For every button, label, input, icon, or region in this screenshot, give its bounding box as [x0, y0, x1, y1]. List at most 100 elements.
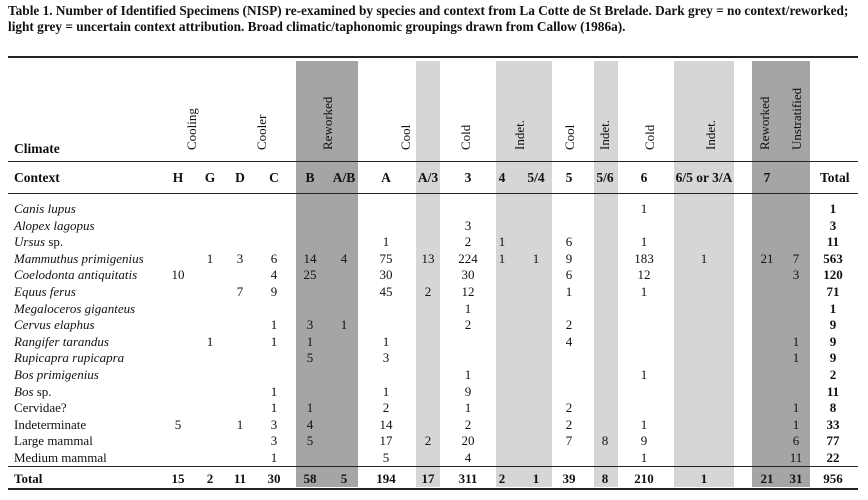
- species-label: Coelodonta antiquitatis: [14, 267, 138, 283]
- table-cell: 9: [270, 284, 278, 299]
- species-label: Indeterminate: [14, 416, 87, 432]
- climate-group-label: Indet.: [512, 120, 527, 150]
- climate-group-label: Indet.: [703, 120, 718, 150]
- table-cell: 1: [640, 201, 648, 216]
- row-total: 120: [823, 267, 843, 283]
- context-rule: [8, 193, 858, 194]
- table-cell: 4: [565, 333, 573, 349]
- table-cell: 1: [640, 416, 648, 432]
- table-cell: 21: [760, 250, 774, 266]
- climate-group-label: Indet.: [597, 120, 612, 150]
- species-label: Megaloceros giganteus: [14, 300, 136, 316]
- table-cell: 12: [461, 284, 475, 299]
- row-total: 22: [826, 450, 840, 465]
- context-header: 4: [498, 170, 506, 185]
- table-cell: 4: [464, 450, 472, 465]
- band-a3: [416, 61, 440, 487]
- column-total: 11: [233, 471, 247, 486]
- table-cell: 3: [382, 350, 390, 366]
- table-cell: 5: [174, 416, 182, 432]
- table-cell: 1: [270, 400, 278, 416]
- table-cell: 1: [640, 450, 648, 465]
- row-total: 11: [826, 383, 840, 399]
- context-header: 6/5 or 3/A: [675, 170, 733, 185]
- table-cell: 2: [424, 433, 432, 449]
- context-header: 5/4: [527, 170, 545, 185]
- table-cell: 2: [464, 317, 472, 333]
- table-cell: 3: [270, 433, 278, 449]
- column-total: 210: [634, 471, 654, 486]
- table-cell: 2: [464, 234, 472, 250]
- species-suffix: sp.: [45, 234, 64, 250]
- table-cell: 6: [792, 433, 800, 449]
- table-cell: 1: [206, 333, 214, 349]
- climate-group-label: Cold: [458, 124, 473, 150]
- column-total: 2: [206, 471, 214, 486]
- species-label: Bos primigenius: [14, 367, 99, 382]
- table-cell: 11: [789, 450, 803, 465]
- context-header: 5/6: [596, 170, 614, 185]
- table-cell: 1: [640, 284, 648, 299]
- table-caption: Table 1. Number of Identified Specimens …: [8, 3, 849, 34]
- context-header: G: [204, 170, 216, 185]
- table-cell: 4: [270, 267, 278, 283]
- row-total: 3: [829, 217, 837, 233]
- bottom-rule: [8, 488, 858, 490]
- species-label: Rangifer tarandus: [14, 333, 109, 349]
- row-total: 9: [829, 333, 837, 349]
- species-label: Equus ferus: [14, 284, 76, 299]
- species-label: Mammuthus primigenius: [14, 250, 144, 266]
- table-cell: 1: [498, 234, 506, 250]
- table-cell: 6: [565, 267, 573, 283]
- table-cell: 3: [306, 317, 314, 333]
- table-cell: 1: [306, 400, 314, 416]
- context-header: C: [269, 170, 279, 185]
- band-reworked-7: [752, 61, 810, 487]
- table-cell: 1: [270, 450, 278, 465]
- table-cell: 7: [236, 284, 244, 299]
- climate-group-label: Cooler: [254, 114, 269, 150]
- species-label: Cervidae?: [14, 400, 67, 416]
- row-total: 9: [829, 350, 837, 366]
- table-cell: 20: [461, 433, 475, 449]
- table-cell: 1: [382, 333, 390, 349]
- table-cell: 2: [464, 416, 472, 432]
- species-suffix: sp.: [33, 383, 52, 399]
- species-label: Canis lupus: [14, 201, 76, 216]
- table-cell: 14: [303, 250, 317, 266]
- row-total: 1: [829, 300, 837, 316]
- climate-group-label: Cool: [562, 124, 577, 150]
- table-cell: 5: [382, 450, 390, 465]
- table-cell: 1: [532, 250, 540, 266]
- context-header: A: [381, 170, 391, 185]
- context-header: 6: [640, 170, 648, 185]
- row-total: 11: [826, 234, 840, 250]
- table-cell: 25: [303, 267, 317, 283]
- column-total: 311: [458, 471, 478, 486]
- table-cell: 17: [379, 433, 393, 449]
- table-cell: 30: [379, 267, 393, 283]
- climate-label: Climate: [14, 141, 60, 156]
- climate-group-label: Unstratified: [789, 87, 804, 150]
- top-rule: [8, 56, 858, 58]
- species-label: Large mammal: [14, 433, 93, 449]
- table-cell: 2: [565, 416, 573, 432]
- table-cell: 1: [270, 317, 278, 333]
- table-cell: 1: [270, 333, 278, 349]
- table-cell: 1: [382, 383, 390, 399]
- column-total: 194: [376, 471, 396, 486]
- table-cell: 75: [379, 250, 393, 266]
- climate-group-label: Cooling: [184, 108, 199, 150]
- species-genus: Bos: [14, 383, 34, 399]
- table-cell: 10: [171, 267, 185, 283]
- species-label: Medium mammal: [14, 450, 107, 465]
- climate-group-label: Cool: [398, 124, 413, 150]
- column-total: 39: [562, 471, 576, 486]
- table-cell: 1: [792, 350, 800, 366]
- context-header: 7: [763, 170, 771, 185]
- band-reworked: [296, 61, 358, 487]
- table-cell: 45: [379, 284, 393, 299]
- row-total: 71: [826, 284, 840, 299]
- table-cell: 183: [634, 250, 654, 266]
- totals-row-label: Total: [14, 471, 43, 486]
